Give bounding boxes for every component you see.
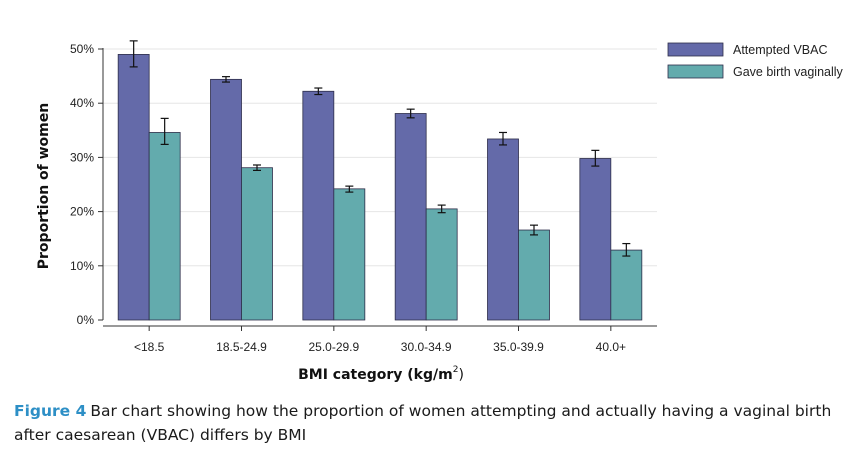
bar-gave-birth-vaginally [333, 188, 366, 321]
error-bars [129, 40, 631, 257]
bar-gave-birth-vaginally [425, 208, 458, 321]
legend-label-gave-birth-vaginally: Gave birth vaginally [733, 65, 844, 79]
legend-swatch-gave-birth-vaginally [667, 64, 724, 79]
bars [117, 54, 643, 321]
caption-text: Bar chart showing how the proportion of … [14, 402, 832, 444]
bar-attempted-vbac [579, 158, 612, 321]
y-tick-label: 0% [77, 313, 95, 327]
y-tick-label: 20% [70, 205, 94, 219]
chart: 0% 10% 20% 30% 40% 50% <18.5 18.5-24.9 25.0-29.… [36, 40, 844, 383]
legend: Attempted VBAC Gave birth vaginally [667, 42, 844, 79]
y-tick-label: 50% [70, 42, 94, 56]
x-tick-label: 25.0-29.9 [308, 340, 359, 354]
bar-gave-birth-vaginally [241, 167, 273, 321]
y-axis-title: Proportion of women [36, 103, 52, 269]
y-tick-label: 10% [70, 259, 94, 273]
x-tick-label: 30.0-34.9 [401, 340, 452, 354]
x-tick-label: 35.0-39.9 [493, 340, 544, 354]
x-axis-title-close: ) [458, 367, 463, 383]
figure-caption: Figure 4 Bar chart showing how the propor… [14, 399, 859, 447]
x-tick-label: <18.5 [134, 340, 165, 354]
legend-label-attempted-vbac: Attempted VBAC [733, 43, 828, 57]
y-tick-labels: 0% 10% 20% 30% 40% 50% [70, 42, 103, 327]
x-tick-label: 18.5-24.9 [216, 340, 267, 354]
figure-label: Figure 4 [14, 402, 87, 420]
x-axis-title: BMI category (kg/m2) [298, 365, 464, 383]
bar-attempted-vbac [302, 90, 335, 321]
x-axis-title-main: BMI category (kg/m [298, 367, 453, 383]
y-tick-label: 30% [70, 150, 94, 164]
bar-gave-birth-vaginally [518, 229, 550, 321]
gridlines [103, 48, 657, 267]
x-axis-title-exponent: 2 [453, 365, 459, 375]
y-tick-label: 40% [70, 96, 94, 110]
bar-attempted-vbac [210, 78, 242, 321]
bar-attempted-vbac [117, 54, 150, 321]
bar-attempted-vbac [487, 138, 519, 321]
bar-gave-birth-vaginally [610, 249, 643, 321]
x-tick-labels: <18.5 18.5-24.9 25.0-29.9 30.0-34.9 35.0-39.… [134, 326, 626, 354]
legend-swatch-attempted-vbac [667, 42, 724, 57]
x-tick-label: 40.0+ [596, 340, 626, 354]
bar-gave-birth-vaginally [148, 132, 181, 321]
axes [102, 48, 657, 327]
bar-attempted-vbac [394, 113, 427, 321]
